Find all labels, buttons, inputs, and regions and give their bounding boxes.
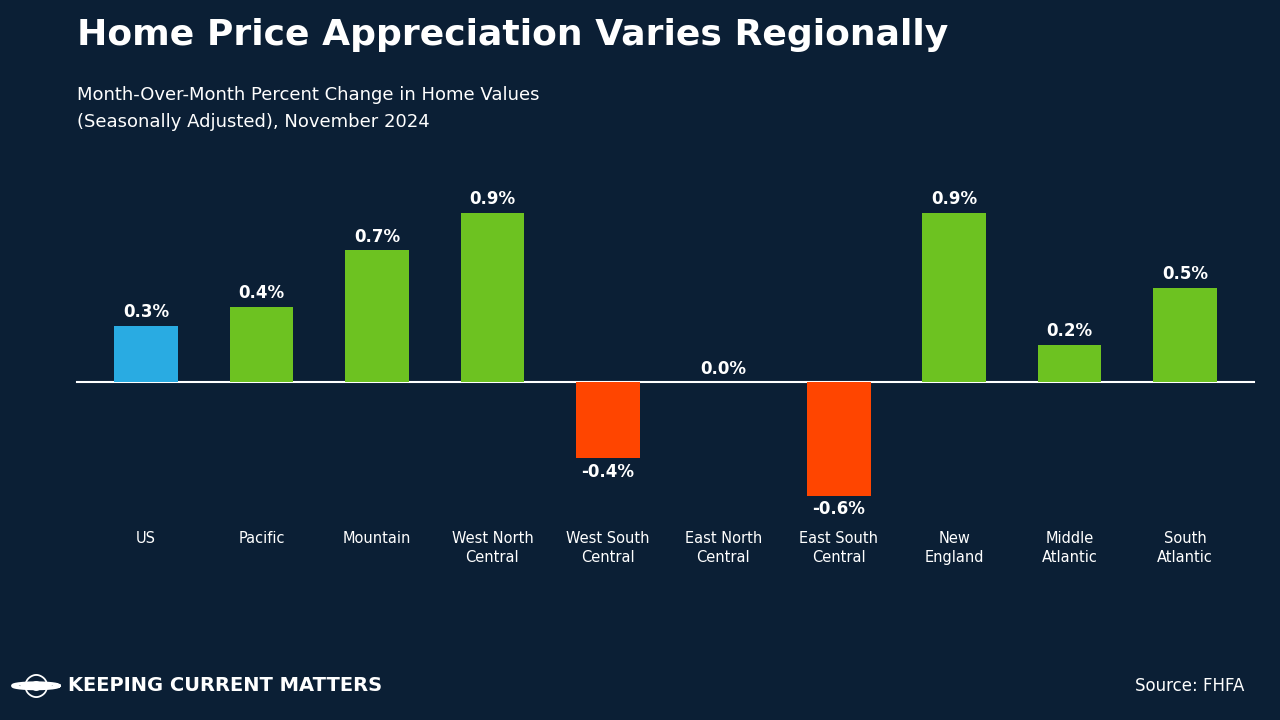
Text: 0.0%: 0.0% — [700, 360, 746, 378]
Text: Month-Over-Month Percent Change in Home Values
(Seasonally Adjusted), November 2: Month-Over-Month Percent Change in Home … — [77, 86, 539, 131]
Text: US: US — [136, 531, 156, 546]
Text: East North
Central: East North Central — [685, 531, 762, 565]
Text: 0.7%: 0.7% — [353, 228, 401, 246]
Bar — [114, 326, 178, 382]
Bar — [806, 382, 870, 495]
Text: Mountain: Mountain — [343, 531, 411, 546]
Text: 0.2%: 0.2% — [1047, 322, 1093, 340]
Bar — [461, 212, 525, 382]
Text: Middle
Atlantic: Middle Atlantic — [1042, 531, 1098, 565]
Bar — [346, 251, 408, 382]
Text: 0.5%: 0.5% — [1162, 266, 1208, 284]
Bar — [1038, 345, 1101, 382]
Text: ◎: ◎ — [23, 671, 49, 701]
Text: 0.9%: 0.9% — [470, 190, 516, 208]
Text: Home Price Appreciation Varies Regionally: Home Price Appreciation Varies Regionall… — [77, 18, 948, 52]
Text: East South
Central: East South Central — [799, 531, 878, 565]
Text: 0.4%: 0.4% — [238, 284, 284, 302]
Text: 0.3%: 0.3% — [123, 303, 169, 321]
Bar — [1153, 288, 1217, 382]
Text: Source: FHFA: Source: FHFA — [1135, 677, 1244, 695]
Text: Pacific: Pacific — [238, 531, 284, 546]
Bar — [923, 212, 986, 382]
Text: 0.9%: 0.9% — [931, 190, 978, 208]
Bar — [576, 382, 640, 458]
Text: South
Atlantic: South Atlantic — [1157, 531, 1213, 565]
Text: West North
Central: West North Central — [452, 531, 534, 565]
Text: -0.4%: -0.4% — [581, 462, 635, 481]
Text: West South
Central: West South Central — [566, 531, 650, 565]
Text: KEEPING CURRENT MATTERS: KEEPING CURRENT MATTERS — [68, 676, 381, 696]
Text: New
England: New England — [924, 531, 984, 565]
Bar — [230, 307, 293, 382]
Text: -0.6%: -0.6% — [813, 500, 865, 518]
